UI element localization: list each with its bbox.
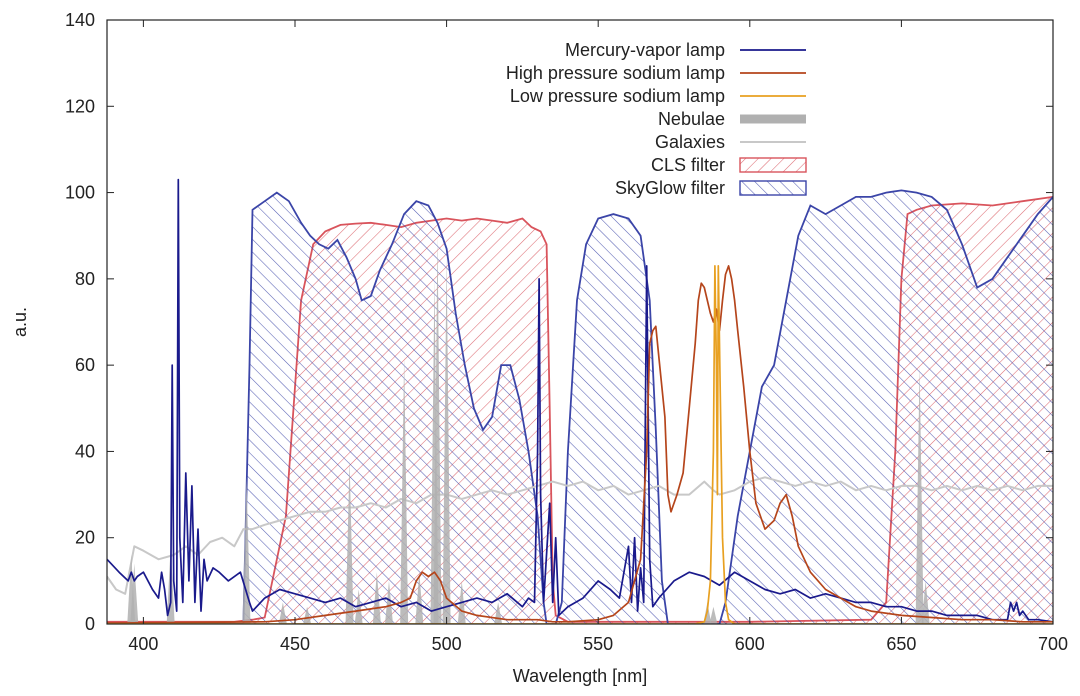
- legend-label: High pressure sodium lamp: [506, 63, 725, 83]
- x-tick-label: 650: [886, 634, 916, 654]
- legend-label: Nebulae: [658, 109, 725, 129]
- plot-area: [107, 178, 1053, 624]
- nebulae-emission-spike: [130, 563, 139, 624]
- legend-label: SkyGlow filter: [615, 178, 725, 198]
- nebulae-emission-spike: [372, 572, 381, 624]
- legend-swatch: [739, 180, 807, 196]
- y-tick-label: 0: [85, 614, 95, 634]
- series-skyglow-filter-fill: [107, 190, 1053, 624]
- y-tick-label: 40: [75, 441, 95, 461]
- nebulae-emission-spike: [354, 589, 363, 624]
- legend-entry-high-pressure-sodium-lamp: High pressure sodium lamp: [506, 63, 806, 83]
- series-skyglow-filter-line: [107, 189, 1053, 624]
- nebulae-emission-spike: [345, 460, 354, 624]
- legend-swatch: [739, 157, 807, 173]
- y-axis-label: a.u.: [10, 307, 30, 337]
- nebulae-emission-spike: [303, 606, 312, 624]
- legend-entry-nebulae: Nebulae: [658, 109, 806, 129]
- legend-entry-low-pressure-sodium-lamp: Low pressure sodium lamp: [510, 86, 806, 106]
- legend-entry-cls-filter: CLS filter: [651, 155, 807, 175]
- legend: Mercury-vapor lamp High pressure sodium l…: [506, 40, 807, 198]
- nebulae-emission-spike: [433, 235, 442, 624]
- nebulae-emission-spike: [921, 580, 930, 624]
- y-tick-label: 20: [75, 528, 95, 548]
- nebulae-emission-spike: [915, 365, 924, 624]
- y-tick-label: 120: [65, 96, 95, 116]
- legend-entry-galaxies: Galaxies: [655, 132, 806, 152]
- plot-frame: [106, 19, 1054, 625]
- nebulae-emission-spike: [442, 257, 451, 624]
- legend-entry-skyglow-filter: SkyGlow filter: [615, 178, 807, 198]
- legend-label: CLS filter: [651, 155, 725, 175]
- nebulae-emission-spike: [400, 356, 409, 624]
- x-tick-label: 500: [432, 634, 462, 654]
- legend-label: Galaxies: [655, 132, 725, 152]
- series-low-pressure-sodium-lamp: [107, 265, 1053, 624]
- legend-label: Mercury-vapor lamp: [565, 40, 725, 60]
- x-tick-label: 450: [280, 634, 310, 654]
- series-high-pressure-sodium-lamp: [107, 265, 1053, 624]
- y-tick-label: 60: [75, 355, 95, 375]
- x-tick-label: 550: [583, 634, 613, 654]
- series-skyglow-filter: [107, 189, 1053, 624]
- nebulae-emission-spike: [709, 606, 718, 624]
- legend-entry-mercury-vapor-lamp: Mercury-vapor lamp: [565, 40, 806, 60]
- series-mercury-vapor-lamp: [107, 178, 1053, 623]
- x-tick-label: 700: [1038, 634, 1068, 654]
- y-tick-label: 100: [65, 183, 95, 203]
- x-tick-label: 400: [128, 634, 158, 654]
- series-galaxies: [107, 476, 1053, 595]
- axes: 400 450 500 550 600 650 700 0 20 40 60 80 100 120 140 W…: [10, 10, 1068, 686]
- x-tick-label: 600: [735, 634, 765, 654]
- x-axis-label: Wavelength [nm]: [513, 666, 647, 686]
- nebulae-emission-spike: [278, 602, 287, 624]
- nebulae-emission-spike: [415, 572, 424, 624]
- nebulae-emission-spike: [384, 580, 393, 624]
- y-tick-label: 80: [75, 269, 95, 289]
- legend-label: Low pressure sodium lamp: [510, 86, 725, 106]
- y-tick-label: 140: [65, 10, 95, 30]
